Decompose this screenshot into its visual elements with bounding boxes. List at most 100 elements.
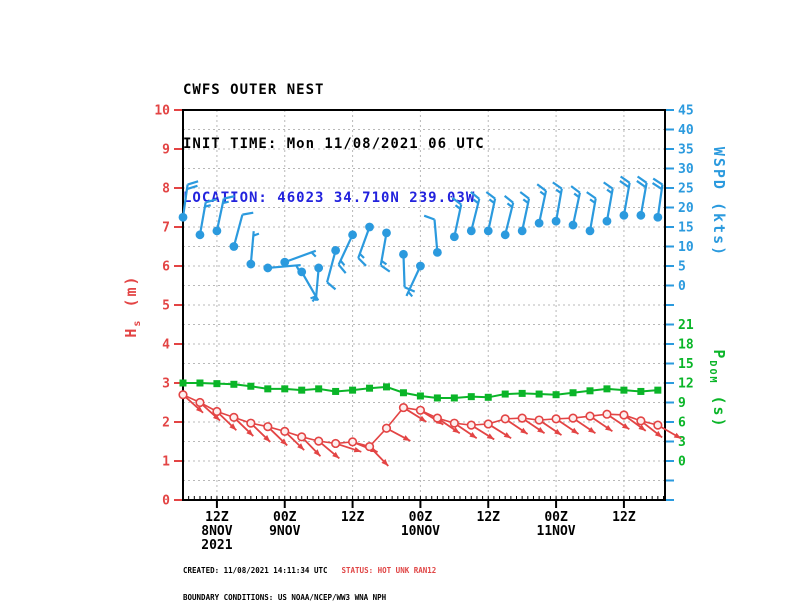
hs-point — [568, 413, 578, 423]
pdom-point — [230, 380, 238, 388]
wspd-point — [297, 267, 307, 277]
svg-text:12: 12 — [678, 377, 694, 392]
hs-point — [280, 426, 290, 436]
svg-text:35: 35 — [678, 143, 694, 158]
wspd-point — [229, 242, 239, 251]
hs-point — [246, 418, 256, 428]
hs-point — [398, 402, 409, 413]
svg-text:Hs (m): Hs (m) — [122, 274, 143, 337]
svg-text:0: 0 — [162, 494, 170, 509]
pdom-point — [332, 387, 340, 395]
wspd-point — [246, 259, 256, 269]
pdom-point — [467, 393, 475, 401]
wspd-point — [195, 230, 205, 240]
pdom-point — [433, 394, 441, 402]
hs-point — [636, 416, 646, 426]
pdom-point — [535, 390, 543, 398]
pdom-point — [569, 389, 577, 397]
pdom-point — [179, 379, 187, 387]
svg-text:4: 4 — [162, 338, 170, 353]
pdom-point — [416, 392, 424, 400]
hs-point — [297, 432, 307, 442]
svg-text:21: 21 — [678, 318, 694, 333]
svg-text:00Z: 00Z — [409, 510, 433, 525]
plot-header: CWFS OUTER NEST INIT TIME: Mon 11/08/202… — [183, 45, 485, 243]
wspd-point — [500, 230, 510, 240]
wspd-point — [636, 210, 646, 220]
wspd-point — [568, 220, 578, 230]
wspd-point — [314, 263, 324, 273]
footer-line1: CREATED: 11/08/2021 14:11:34 UTC STATUS: … — [183, 566, 436, 575]
wspd-point — [212, 226, 222, 236]
svg-text:20: 20 — [678, 201, 694, 216]
svg-text:15: 15 — [678, 221, 694, 236]
plot-footer: CREATED: 11/08/2021 14:11:34 UTC STATUS: … — [183, 548, 436, 612]
svg-text:18: 18 — [678, 338, 694, 353]
svg-text:9: 9 — [162, 143, 170, 158]
svg-text:1: 1 — [162, 455, 170, 470]
svg-text:WSPD (kts): WSPD (kts) — [710, 147, 728, 257]
init-time: INIT TIME: Mon 11/08/2021 06 UTC — [183, 136, 485, 152]
hs-point — [551, 414, 561, 424]
hs-point — [347, 437, 358, 447]
wspd-point — [619, 210, 629, 220]
left-axis-hs: 0 1 2 3 4 5 6 7 8 9 10 — [154, 104, 182, 509]
wspd-point — [466, 226, 476, 236]
pdom-point — [298, 386, 306, 394]
svg-text:2021: 2021 — [201, 538, 232, 553]
wspd-point — [602, 216, 612, 226]
hs-point — [500, 414, 510, 424]
wspd-point — [517, 226, 527, 236]
pdom-point — [247, 382, 255, 390]
hs-point — [449, 418, 459, 428]
pdom-point — [484, 393, 492, 401]
pdom-point — [552, 391, 560, 399]
svg-text:45: 45 — [678, 104, 694, 119]
hs-point — [229, 412, 239, 422]
hs-point — [381, 423, 392, 433]
svg-text:8: 8 — [162, 182, 170, 197]
svg-text:10: 10 — [678, 240, 694, 255]
boundary-text: BOUNDARY CONDITIONS: US NOAA/NCEP/WW3 WN… — [183, 593, 387, 602]
hs-point — [466, 420, 476, 430]
hs-point — [585, 411, 595, 421]
svg-text:40: 40 — [678, 123, 694, 138]
svg-text:9NOV: 9NOV — [269, 524, 300, 539]
wspd-point — [449, 232, 459, 242]
wspd-point — [178, 212, 188, 222]
wspd-point — [416, 261, 425, 271]
wspd-point — [331, 246, 341, 255]
pdom-point — [518, 389, 526, 397]
svg-text:10NOV: 10NOV — [401, 524, 440, 539]
svg-text:3: 3 — [678, 435, 686, 450]
pdom-point — [366, 384, 374, 392]
svg-text:0: 0 — [678, 279, 686, 294]
wspd-point — [382, 228, 391, 238]
hs-point — [653, 420, 663, 430]
pdom-point — [399, 389, 407, 397]
pdom-point — [501, 390, 509, 398]
wspd-point — [348, 230, 357, 240]
hs-point — [483, 419, 493, 429]
created-text: CREATED: 11/08/2021 14:11:34 UTC — [183, 566, 328, 575]
model-title: CWFS OUTER NEST — [183, 82, 325, 98]
wspd-point — [585, 226, 595, 236]
svg-text:9: 9 — [678, 396, 686, 411]
pdom-point — [264, 385, 272, 393]
svg-text:5: 5 — [162, 299, 170, 314]
hs-point — [263, 422, 273, 432]
plot-border — [182, 109, 666, 501]
svg-text:3: 3 — [162, 377, 170, 392]
wspd-point — [653, 212, 663, 222]
svg-text:5: 5 — [678, 260, 686, 275]
wspd-barb-series — [178, 175, 664, 303]
hs-point — [314, 436, 324, 446]
svg-text:15: 15 — [678, 357, 694, 372]
wspd-point — [432, 247, 442, 257]
svg-text:11NOV: 11NOV — [537, 524, 576, 539]
gridlines — [183, 110, 665, 500]
status-text: STATUS: HOT UNK RAN12 — [341, 566, 437, 575]
hs-point — [331, 438, 341, 449]
wspd-point — [483, 226, 493, 236]
